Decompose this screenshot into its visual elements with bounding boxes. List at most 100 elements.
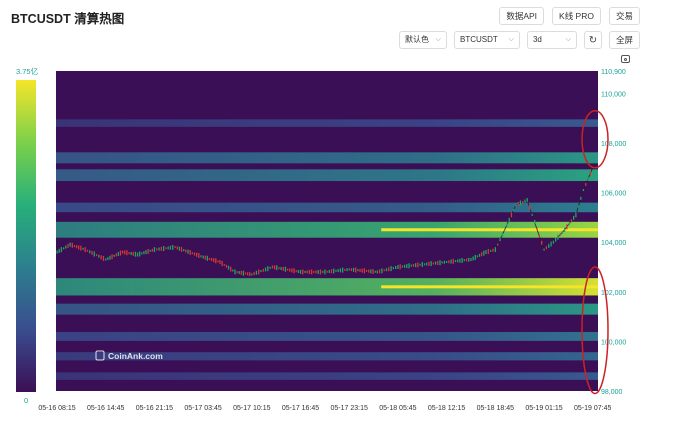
candle <box>328 269 330 273</box>
candle <box>255 270 258 275</box>
candle <box>271 265 274 269</box>
candle <box>568 222 570 225</box>
candle <box>45 246 46 248</box>
candle <box>310 269 313 275</box>
candle <box>434 261 437 265</box>
y-tick-label: 110,000 <box>601 91 626 98</box>
symbol-select[interactable]: BTCUSDT ⌵ <box>453 31 520 49</box>
candle <box>183 249 185 252</box>
candle <box>244 272 247 275</box>
fullscreen-button[interactable]: 全屏 <box>608 31 640 49</box>
candle <box>93 251 95 257</box>
y-tick-label: 104,000 <box>601 240 626 247</box>
liquidation-band <box>56 352 598 361</box>
candle <box>359 268 361 272</box>
candle <box>240 270 242 275</box>
candle <box>361 268 363 273</box>
kline-pro-button[interactable]: K线 PRO <box>552 7 601 25</box>
candle <box>430 261 432 267</box>
candle <box>415 263 417 268</box>
candle <box>100 255 102 260</box>
candle <box>317 269 319 274</box>
page-title: BTCUSDT 清算热图 <box>11 12 125 26</box>
liquidation-band <box>56 303 598 315</box>
candle <box>236 271 238 274</box>
candle <box>178 246 181 251</box>
candle <box>210 258 213 262</box>
candle <box>481 252 483 257</box>
candle <box>206 255 209 261</box>
camera-icon[interactable] <box>621 55 630 63</box>
watermark: CoinAnk.com <box>108 351 163 361</box>
candle <box>582 189 585 192</box>
candle <box>548 243 550 248</box>
candle <box>543 248 545 251</box>
candle <box>497 243 499 246</box>
candle <box>397 264 399 269</box>
x-tick-label: 05-16 08:15 <box>38 405 75 412</box>
candle <box>278 267 280 270</box>
candle <box>234 269 236 275</box>
range-select[interactable]: 3d ⌵ <box>526 31 577 49</box>
candle <box>412 263 415 267</box>
candle <box>432 262 435 265</box>
refresh-button[interactable]: ↻ <box>583 31 602 49</box>
candle <box>158 247 160 251</box>
x-tick-label: 05-17 23:15 <box>331 405 368 412</box>
trade-button[interactable]: 交易 <box>608 7 640 25</box>
candle <box>529 204 531 210</box>
candle <box>478 253 481 257</box>
candle <box>499 238 501 242</box>
chevron-down-icon: ⌵ <box>565 36 571 43</box>
candle <box>258 269 260 275</box>
candle <box>153 247 156 253</box>
candle <box>526 197 528 202</box>
candle <box>75 245 78 249</box>
candle <box>58 248 60 253</box>
candle <box>337 269 339 273</box>
candle <box>437 260 439 265</box>
candle <box>470 258 472 262</box>
candle <box>580 196 582 200</box>
candle <box>111 254 113 260</box>
candle <box>308 269 311 274</box>
candle <box>363 268 366 274</box>
candle <box>439 260 441 266</box>
candle <box>508 217 510 222</box>
data-api-button[interactable]: 数据API <box>499 7 545 25</box>
liquidation-band <box>56 278 598 296</box>
candle <box>441 261 443 264</box>
candle <box>365 269 368 272</box>
colorbar-min-label: 0 <box>24 396 28 405</box>
range-value: 3d <box>532 35 542 44</box>
candle <box>145 250 147 255</box>
candle <box>167 246 169 250</box>
candle <box>401 265 404 268</box>
candle <box>109 255 111 260</box>
candle <box>585 182 587 186</box>
candle <box>313 270 315 273</box>
candle <box>485 250 487 255</box>
candle <box>564 227 566 232</box>
candle <box>395 266 397 270</box>
x-tick-label: 05-19 07:45 <box>574 405 611 412</box>
candle <box>176 246 178 250</box>
candle <box>242 270 245 276</box>
candle <box>517 201 519 206</box>
candle <box>267 266 269 272</box>
color-scheme-select[interactable]: 默认色 ⌵ <box>398 31 447 49</box>
heatmap-area <box>45 71 598 391</box>
candle <box>60 247 63 253</box>
candle <box>392 267 395 270</box>
x-tick-label: 05-17 03:45 <box>184 405 221 412</box>
candle <box>587 176 589 181</box>
candle <box>570 219 573 223</box>
candle <box>102 255 105 261</box>
candle <box>213 258 215 263</box>
candle <box>225 264 228 268</box>
candle <box>306 270 308 274</box>
candle <box>291 268 293 273</box>
candle <box>492 248 494 252</box>
y-tick-label: 98,000 <box>601 389 623 396</box>
candle <box>346 268 348 272</box>
